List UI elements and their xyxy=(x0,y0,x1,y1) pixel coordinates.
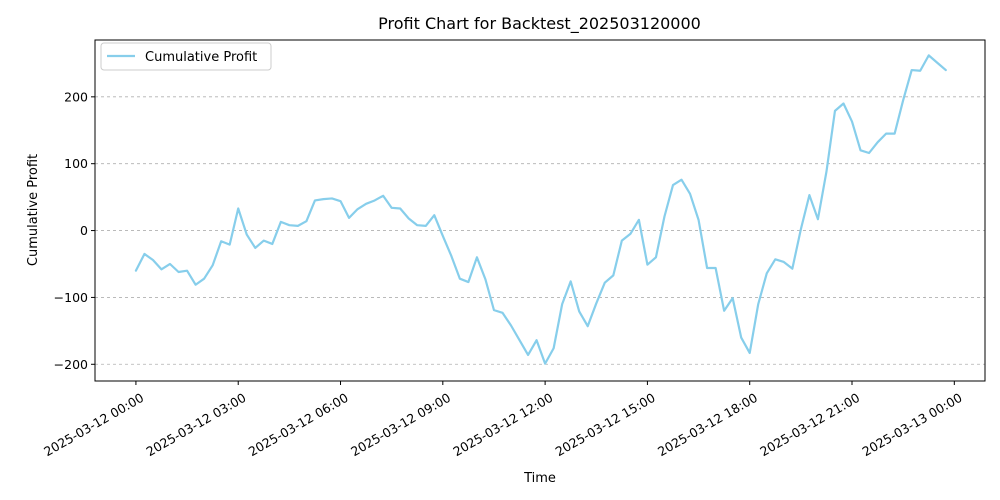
y-axis-label: Cumulative Profit xyxy=(26,154,41,266)
y-tick-label: −200 xyxy=(54,357,88,372)
x-tick-label: 2025-03-12 21:00 xyxy=(757,390,862,459)
x-tick-label: 2025-03-12 18:00 xyxy=(655,390,760,459)
legend-label-cumulative-profit: Cumulative Profit xyxy=(145,50,257,65)
series-layer xyxy=(134,54,947,365)
y-tick-label: −100 xyxy=(54,290,88,305)
x-tick-label: 2025-03-12 12:00 xyxy=(450,390,555,459)
chart-title: Profit Chart for Backtest_202503120000 xyxy=(378,14,701,34)
x-axis-label: Time xyxy=(523,471,556,486)
legend: Cumulative Profit xyxy=(100,42,272,71)
y-axis-ticks: −200 −100 0 100 200 xyxy=(54,89,95,372)
plot-area-frame xyxy=(94,39,986,382)
y-gridlines xyxy=(95,96,985,365)
legend-box xyxy=(100,42,272,71)
x-tick-label: 2025-03-12 06:00 xyxy=(246,390,351,459)
y-tick-label: 200 xyxy=(64,89,88,104)
x-tick-label: 2025-03-12 03:00 xyxy=(143,390,248,459)
x-tick-label: 2025-03-12 15:00 xyxy=(553,390,658,459)
y-tick-label: 100 xyxy=(64,156,88,171)
series-line-cumulative-profit xyxy=(134,54,947,365)
x-tick-label: 2025-03-12 00:00 xyxy=(41,390,146,459)
x-tick-label: 2025-03-12 09:00 xyxy=(348,390,453,459)
x-tick-label: 2025-03-13 00:00 xyxy=(860,390,965,459)
y-tick-label: 0 xyxy=(80,223,88,238)
